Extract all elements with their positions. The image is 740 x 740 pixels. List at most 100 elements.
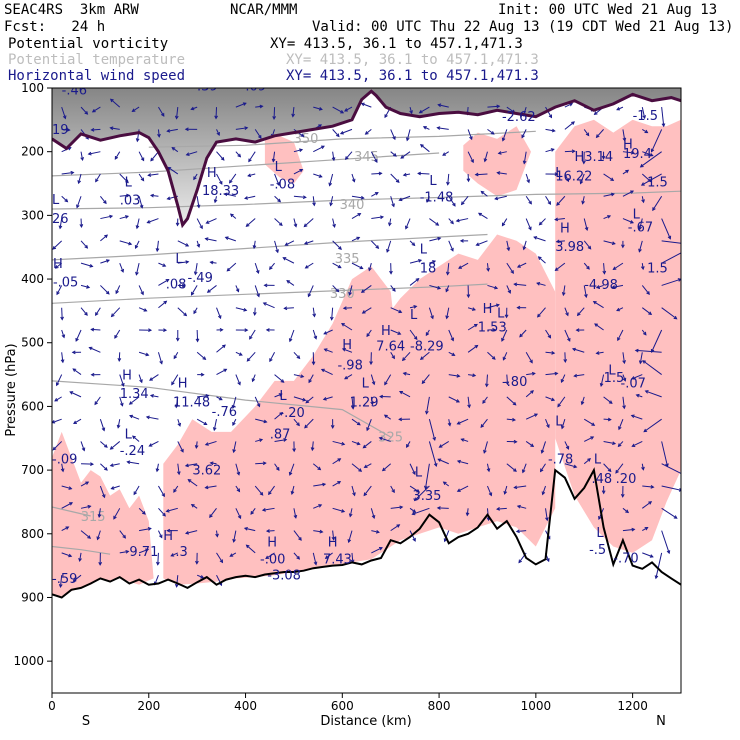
wind-extremum-label-76: -.70 (613, 551, 638, 566)
wind-vector-89 (138, 173, 145, 182)
wind-vector-478 (486, 485, 493, 497)
wind-vector-530 (545, 329, 552, 339)
wind-vector-109 (150, 151, 159, 162)
wind-extremum-label-65: 3.35 (412, 489, 441, 504)
wind-vector-484 (494, 195, 507, 201)
wind-vector-152 (184, 127, 198, 132)
wind-vector-34 (72, 368, 82, 375)
wind-vector-610 (615, 463, 624, 474)
wind-vector-190 (204, 485, 217, 490)
wind-vector-338 (351, 485, 356, 497)
wind-vector-75 (114, 329, 121, 339)
wind-extremum-label-2: L (125, 176, 133, 191)
wind-vector-85 (119, 549, 130, 554)
y-tick-label-8: 900 (21, 590, 44, 604)
wind-extremum-label-63: .20 (616, 472, 637, 487)
wind-vector-549 (561, 285, 566, 297)
wind-vector-592 (601, 486, 606, 495)
wind-extremum-label-69: H (267, 536, 277, 551)
wind-vector-394 (401, 351, 411, 362)
wind-vector-232 (255, 461, 267, 466)
wind-vector-502 (525, 173, 531, 184)
wind-vector-448 (459, 239, 469, 243)
wind-vector-95 (138, 307, 148, 312)
wind-vector-96 (139, 328, 153, 333)
wind-vector-65 (109, 98, 121, 108)
wind-vector-165 (196, 418, 208, 426)
wind-vector-18 (61, 502, 74, 509)
wind-vector-521 (545, 128, 556, 133)
wind-vector-147 (165, 507, 178, 513)
wind-vector-180 (209, 260, 217, 265)
wind-vector-396 (399, 390, 411, 398)
wind-vector-143 (177, 419, 182, 427)
wind-vector-493 (506, 396, 517, 406)
wind-vector-299 (312, 552, 318, 566)
wind-vector-509 (519, 329, 527, 338)
wind-vector-635 (661, 107, 666, 128)
wind-vector-216 (255, 104, 264, 109)
wind-extremum-label-18: L (279, 389, 287, 404)
wind-vector-100 (129, 414, 140, 420)
wind-vector-281 (313, 145, 325, 153)
wind-vector-537 (541, 485, 546, 496)
wind-vector-29 (80, 262, 94, 268)
wind-vector-320 (324, 552, 333, 559)
wind-vector-613 (622, 527, 636, 532)
wind-vector-82 (110, 485, 120, 490)
wind-vector-485 (501, 218, 508, 227)
wind-vector-192 (215, 530, 219, 538)
wind-extremum-label-19: -.20 (279, 406, 304, 421)
wind-extremum-label-78: -.46 (62, 83, 87, 98)
wind-vector-438 (437, 458, 449, 465)
wind-vector-211 (235, 463, 241, 476)
wind-vector-1 (61, 128, 71, 132)
wind-vector-153 (185, 151, 198, 156)
wind-vector-620 (638, 240, 643, 253)
wind-vector-260 (293, 148, 304, 153)
wind-extremum-label-30: 1.29 (350, 395, 379, 410)
wind-vector-298 (313, 529, 324, 534)
wind-vector-459 (456, 485, 469, 492)
wind-vector-374 (390, 352, 395, 360)
wind-vector-151 (190, 106, 198, 111)
wind-vector-8 (56, 285, 63, 296)
wind-vector-308 (332, 285, 340, 293)
wind-vector-616 (642, 151, 654, 157)
wind-vector-175 (216, 151, 225, 161)
wind-vector-253 (274, 463, 280, 471)
theta-line-3 (52, 233, 488, 261)
wind-extremum-label-24: 3.62 (192, 464, 221, 479)
wind-vector-161 (195, 329, 200, 343)
wind-vector-62 (97, 508, 102, 518)
wind-vector-321 (344, 106, 353, 112)
wind-vector-653 (661, 507, 678, 519)
wind-vector-375 (384, 374, 392, 386)
wind-vector-121 (145, 415, 159, 420)
wind-vector-314 (330, 419, 335, 429)
wind-vector-172 (196, 574, 205, 579)
wind-extremum-label-56: L (608, 364, 616, 379)
x-tick-label-0: 0 (48, 699, 56, 713)
wind-vector-553 (560, 374, 566, 384)
wind-vector-64 (98, 552, 103, 566)
wind-extremum-label-77: -.59 (52, 572, 77, 587)
wind-vector-646 (634, 348, 662, 353)
wind-extremum-label-82: 19 (52, 123, 69, 138)
wind-vector-118 (157, 352, 163, 365)
wind-vector-210 (232, 441, 237, 454)
wind-vector-344 (370, 151, 378, 163)
wind-vector-628 (630, 414, 643, 420)
wind-vector-453 (467, 344, 479, 353)
wind-vector-601 (612, 262, 624, 270)
wind-vector-644 (661, 307, 678, 320)
wind-extremum-label-80: L (183, 77, 191, 92)
wind-vector-407 (426, 196, 430, 203)
wind-vector-477 (486, 463, 491, 473)
wind-vector-405 (419, 144, 430, 153)
wind-extremum-label-38: 18 (420, 262, 437, 277)
wind-vector-19 (61, 526, 70, 532)
wind-vector-359 (363, 485, 372, 497)
wind-vector-406 (417, 171, 430, 176)
wind-vector-483 (496, 171, 507, 175)
